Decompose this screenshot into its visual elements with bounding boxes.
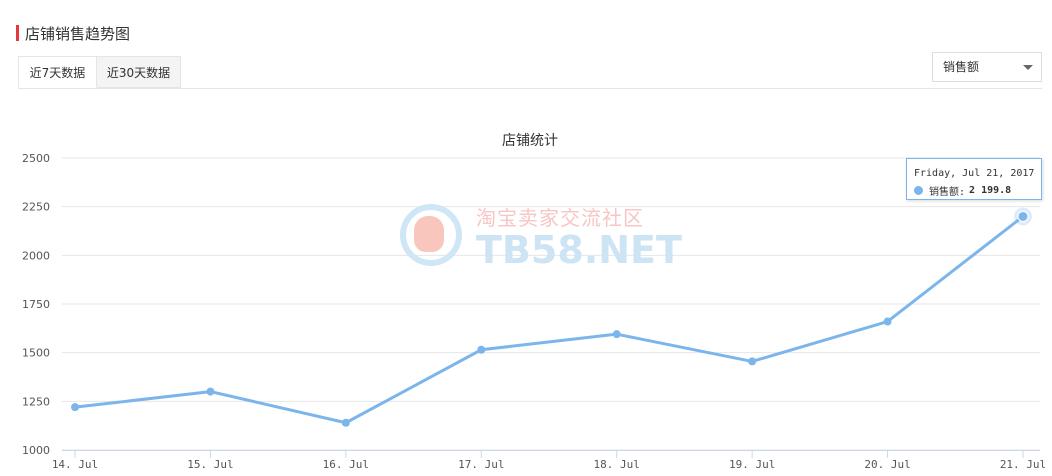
data-point [206,387,215,396]
y-tick-label: 2500 [22,152,50,165]
tooltip-date: Friday, Jul 21, 2017 [914,168,1035,179]
x-tick-label: 18. Jul [594,458,640,471]
x-tick-label: 14. Jul [52,458,98,471]
page-title: 店铺销售趋势图 [25,24,131,43]
data-point [477,345,486,354]
y-tick-label: 1250 [22,395,50,408]
data-point [612,330,621,339]
chart-title: 店铺统计 [502,133,558,149]
chart-grid [62,157,1040,451]
tab-bar: 近7天数据 近30天数据 [18,56,1042,89]
tab-30-days[interactable]: 近30天数据 [97,56,181,88]
y-tick-label: 1500 [22,347,50,360]
plot-area [71,207,1032,427]
x-tick-label: 15. Jul [187,458,233,471]
x-axis: 14. Jul 15. Jul 16. Jul 17. Jul 18. Jul 19. J… [52,450,1046,471]
data-point [1017,210,1029,222]
x-tick-label: 19. Jul [729,458,775,471]
data-point [71,403,79,412]
chevron-down-icon [1023,65,1033,70]
metric-select-value: 销售额 [943,60,980,74]
x-tick-label: 21. Jul [1000,458,1046,471]
tooltip-series-label: 销售额: [929,187,966,198]
tooltip-value: 2 199.8 [969,185,1012,196]
title-accent-bar [16,25,19,41]
data-point [341,418,350,427]
y-tick-label: 1000 [22,444,50,457]
data-point [748,357,757,366]
x-tick-label: 16. Jul [323,458,369,471]
y-tick-label: 2250 [22,201,50,214]
x-tick-label: 20. Jul [864,458,910,471]
chart-tooltip: Friday, Jul 21, 2017 销售额: 2 199.8 [906,158,1042,200]
metric-select[interactable]: 销售额 [932,52,1042,82]
y-axis: 1000 1250 1500 1750 2000 2250 2500 [22,152,50,457]
tooltip-row: 销售额: 2 199.8 [914,183,1011,198]
x-tick-label: 17. Jul [458,458,504,471]
section-title: 店铺销售趋势图 [16,24,131,43]
series-dot-icon [914,186,923,195]
tab-7-days[interactable]: 近7天数据 [18,56,97,88]
series-line [73,214,1025,425]
data-point [883,317,892,326]
y-tick-label: 2000 [22,249,50,262]
y-tick-label: 1750 [22,298,50,311]
